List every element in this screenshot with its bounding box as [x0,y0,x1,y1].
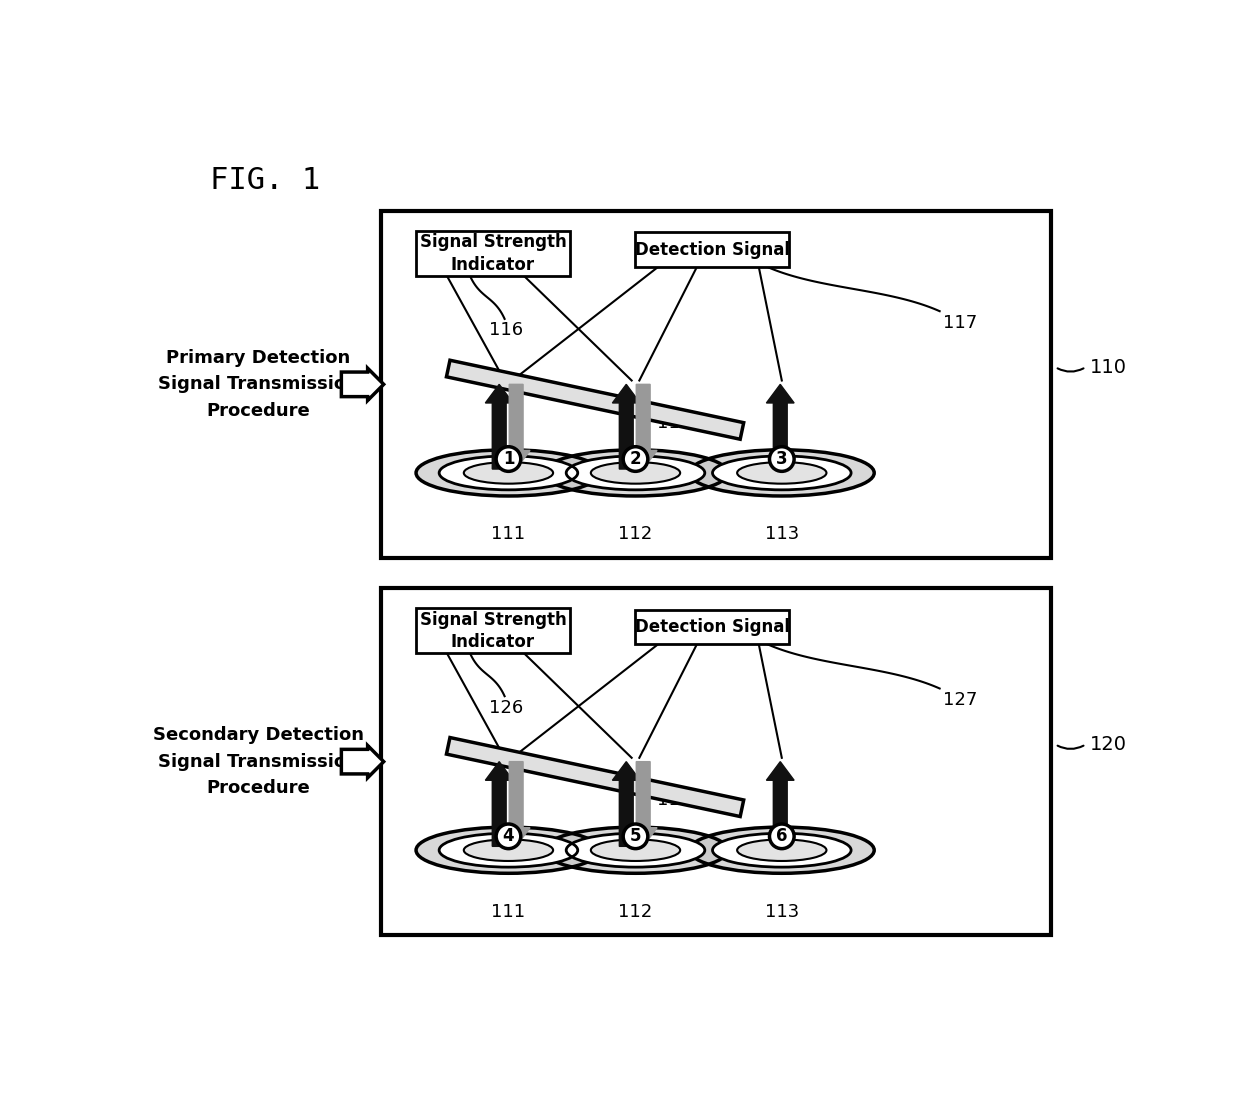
Circle shape [496,447,521,471]
Polygon shape [446,360,744,439]
Text: Primary Detection
Signal Transmission
Procedure: Primary Detection Signal Transmission Pr… [157,349,358,420]
Text: 3: 3 [776,450,787,468]
Circle shape [496,824,521,849]
Text: 126: 126 [490,699,523,717]
Polygon shape [341,745,383,778]
Ellipse shape [713,833,851,867]
FancyArrow shape [502,384,529,469]
Text: 113: 113 [765,526,799,543]
Text: Secondary Detection
Signal Transmission
Procedure: Secondary Detection Signal Transmission … [153,727,363,797]
Text: FIG. 1: FIG. 1 [211,167,321,196]
FancyArrow shape [613,762,640,847]
FancyArrow shape [630,384,657,469]
Ellipse shape [464,462,553,483]
FancyArrow shape [502,762,529,847]
Ellipse shape [567,456,704,490]
Text: 1: 1 [502,450,515,468]
Text: 111: 111 [491,526,526,543]
FancyArrow shape [485,762,513,847]
Text: 115: 115 [657,413,691,432]
Ellipse shape [439,833,578,867]
Bar [417,609,570,653]
Text: 116: 116 [490,321,523,340]
Text: 6: 6 [776,828,787,845]
Text: Detection Signal: Detection Signal [635,241,790,259]
Text: 117: 117 [944,313,978,332]
Text: Signal Strength
Indicator: Signal Strength Indicator [419,233,567,273]
Bar [635,610,790,644]
FancyArrow shape [613,384,640,469]
Text: 120: 120 [1090,734,1127,754]
Ellipse shape [417,450,601,496]
FancyArrow shape [766,762,794,847]
Polygon shape [341,368,383,400]
Text: 113: 113 [765,903,799,921]
Polygon shape [446,738,744,817]
Ellipse shape [543,450,728,496]
Text: 112: 112 [619,526,652,543]
Text: Signal Strength
Indicator: Signal Strength Indicator [419,611,567,651]
Bar [382,211,1052,558]
Ellipse shape [464,840,553,861]
Circle shape [624,447,647,471]
Ellipse shape [439,456,578,490]
FancyArrow shape [630,762,657,847]
Ellipse shape [737,462,826,483]
Bar [382,589,1052,934]
Text: Detection Signal: Detection Signal [635,618,790,635]
Text: 110: 110 [1090,358,1127,377]
Ellipse shape [737,840,826,861]
Bar [635,232,790,267]
Text: 115: 115 [657,791,691,809]
FancyArrow shape [485,384,513,469]
Text: 4: 4 [502,828,515,845]
Bar [417,231,570,276]
Text: 112: 112 [619,903,652,921]
Text: 127: 127 [944,691,978,709]
Ellipse shape [543,827,728,873]
Ellipse shape [689,450,874,496]
Text: 5: 5 [630,828,641,845]
Ellipse shape [590,840,681,861]
Text: 2: 2 [630,450,641,468]
Circle shape [770,824,794,849]
Ellipse shape [689,827,874,873]
Ellipse shape [713,456,851,490]
Text: 111: 111 [491,903,526,921]
FancyArrow shape [766,384,794,469]
Ellipse shape [590,462,681,483]
Circle shape [624,824,647,849]
Ellipse shape [567,833,704,867]
Circle shape [770,447,794,471]
Ellipse shape [417,827,601,873]
